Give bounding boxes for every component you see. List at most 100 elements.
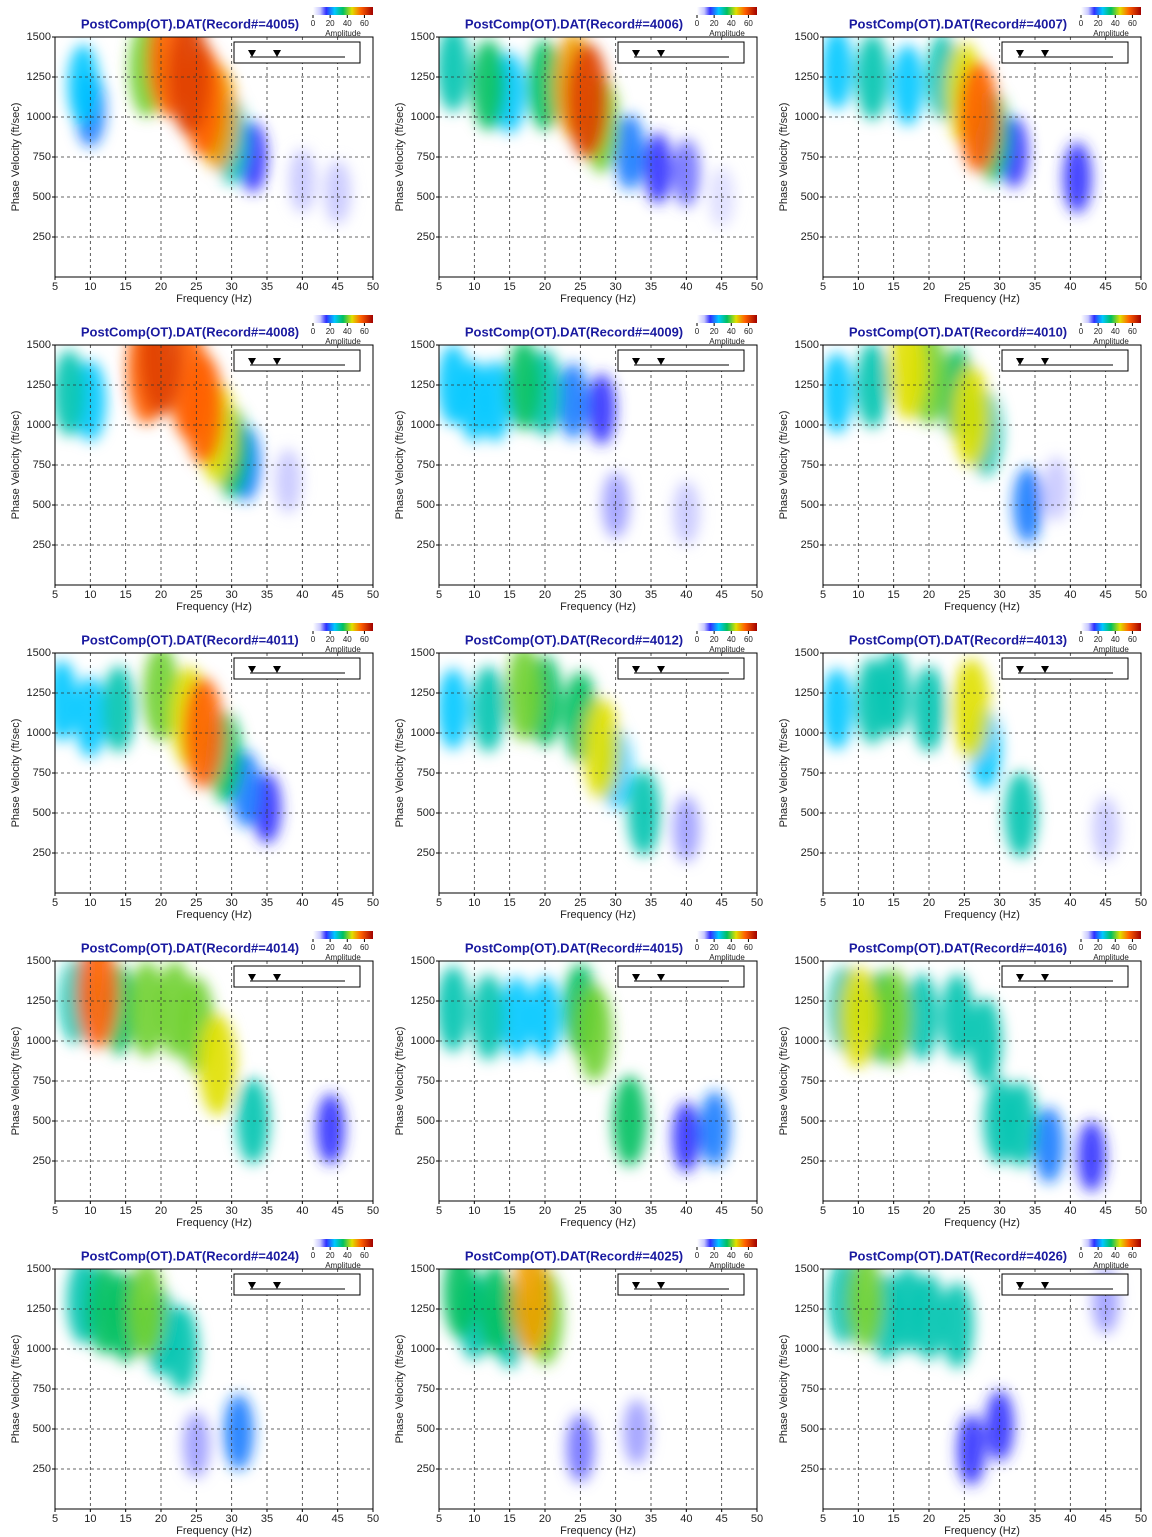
x-tick-label: 5	[52, 1513, 58, 1525]
colorbar-tick-label: 0	[1079, 19, 1084, 28]
plot-frame	[438, 36, 758, 278]
x-tick-label: 15	[504, 281, 516, 293]
colorbar-tick-label: 0	[695, 635, 700, 644]
x-tick-label: 50	[751, 1513, 763, 1525]
y-tick-label: 750	[801, 1075, 819, 1087]
x-tick-label: 35	[1029, 897, 1041, 909]
chart-title: PostComp(OT).DAT(Record#=4006)	[465, 16, 683, 31]
x-tick-label: 40	[680, 1205, 692, 1217]
x-tick-label: 15	[120, 1513, 132, 1525]
x-tick-label: 30	[226, 1205, 238, 1217]
colorbar-tick-label: 20	[326, 19, 335, 28]
x-tick-label: 35	[645, 897, 657, 909]
x-tick-label: 50	[367, 1513, 379, 1525]
chart-title: PostComp(OT).DAT(Record#=4005)	[81, 16, 299, 31]
colorbar-tick-label: 20	[710, 327, 719, 336]
x-tick-label: 50	[1135, 1513, 1147, 1525]
amplitude-cell	[957, 1414, 986, 1486]
panel: 5 10 15 20 25 30 35 40 45 50 250 500 750 1000 1250 1500…	[394, 1239, 763, 1537]
colorbar-tick-label: 60	[744, 1251, 753, 1260]
geophone-marker	[273, 666, 281, 673]
chart-title: PostComp(OT).DAT(Record#=4015)	[465, 940, 683, 955]
y-tick-label: 750	[417, 1383, 435, 1395]
chart-title: PostComp(OT).DAT(Record#=4016)	[849, 940, 1067, 955]
y-tick-label: 250	[417, 1463, 435, 1475]
amplitude-cell	[1063, 142, 1092, 214]
x-tick-label: 45	[332, 589, 344, 601]
inset-box	[1001, 965, 1129, 988]
y-tick-label: 250	[417, 847, 435, 859]
y-tick-label: 1000	[27, 1343, 51, 1355]
chart-title: PostComp(OT).DAT(Record#=4011)	[81, 632, 299, 647]
y-axis-label: Phase Velocity (ft/sec)	[10, 1027, 22, 1136]
panel: 5 10 15 20 25 30 35 40 45 50 250 500 750 1000 1250 1500…	[778, 1239, 1147, 1537]
x-tick-label: 50	[1135, 897, 1147, 909]
x-tick-label: 10	[852, 897, 864, 909]
x-tick-label: 5	[436, 1513, 442, 1525]
panel: 5 10 15 20 25 30 35 40 45 50 250 500 750 1000 1250 1500…	[778, 7, 1147, 305]
plot-frame	[438, 344, 758, 586]
x-tick-label: 25	[574, 589, 586, 601]
x-tick-label: 50	[751, 1205, 763, 1217]
colorbar-tick-label: 40	[727, 943, 736, 952]
amplitude-cell	[471, 666, 505, 752]
y-axis-label: Phase Velocity (ft/sec)	[778, 103, 790, 212]
x-tick-label: 50	[751, 281, 763, 293]
amplitude-cell	[183, 677, 224, 789]
inset-box	[233, 965, 361, 988]
y-tick-label: 1250	[795, 379, 819, 391]
amplitude-cell	[183, 353, 224, 465]
geophone-marker	[273, 1282, 281, 1289]
x-axis-label: Frequency (Hz)	[944, 293, 1020, 305]
heatmap	[827, 966, 1106, 1192]
x-tick-label: 10	[468, 589, 480, 601]
x-tick-label: 15	[504, 897, 516, 909]
x-tick-label: 5	[436, 281, 442, 293]
x-tick-label: 50	[367, 281, 379, 293]
x-axis-label: Frequency (Hz)	[560, 909, 636, 921]
colorbar	[1081, 623, 1141, 631]
y-tick-label: 750	[33, 151, 51, 163]
x-tick-label: 30	[610, 589, 622, 601]
y-tick-label: 1500	[795, 31, 819, 43]
amplitude-cell	[223, 1394, 254, 1471]
panel: 5 10 15 20 25 30 35 40 45 50 250 500 750 1000 1250 1500…	[394, 623, 763, 921]
amplitude-cell	[505, 653, 542, 741]
y-tick-label: 1500	[795, 1263, 819, 1275]
colorbar-tick-label: 40	[727, 19, 736, 28]
colorbar-tick-label: 60	[744, 327, 753, 336]
amplitude-cell	[479, 360, 512, 442]
colorbar-tick-label: 40	[1111, 19, 1120, 28]
y-tick-label: 250	[801, 539, 819, 551]
x-tick-label: 45	[716, 897, 728, 909]
amplitude-cell	[102, 666, 136, 752]
x-tick-label: 15	[120, 589, 132, 601]
y-tick-label: 500	[801, 1115, 819, 1127]
x-tick-label: 5	[820, 589, 826, 601]
x-tick-label: 50	[1135, 281, 1147, 293]
x-tick-label: 35	[261, 589, 273, 601]
x-axis-label: Frequency (Hz)	[176, 293, 252, 305]
amplitude-cell	[558, 363, 589, 439]
colorbar-label: Amplitude	[1093, 645, 1129, 654]
y-tick-label: 750	[801, 767, 819, 779]
y-tick-label: 1500	[795, 955, 819, 967]
panel: 5 10 15 20 25 30 35 40 45 50 250 500 750 1000 1250 1500…	[10, 315, 379, 613]
colorbar	[697, 623, 757, 631]
inset-box	[233, 1273, 361, 1296]
x-tick-label: 20	[155, 1513, 167, 1525]
y-tick-label: 1000	[795, 1035, 819, 1047]
x-tick-label: 5	[436, 897, 442, 909]
y-tick-label: 1500	[795, 339, 819, 351]
colorbar-label: Amplitude	[1093, 1261, 1129, 1270]
x-tick-label: 40	[1064, 1205, 1076, 1217]
geophone-marker	[657, 358, 665, 365]
y-tick-label: 750	[33, 767, 51, 779]
x-tick-label: 25	[190, 897, 202, 909]
inset-box	[617, 657, 745, 680]
amplitude-cell	[889, 345, 927, 420]
y-axis-label: Phase Velocity (ft/sec)	[10, 411, 22, 520]
y-tick-label: 1000	[27, 1035, 51, 1047]
y-tick-label: 1250	[411, 379, 435, 391]
